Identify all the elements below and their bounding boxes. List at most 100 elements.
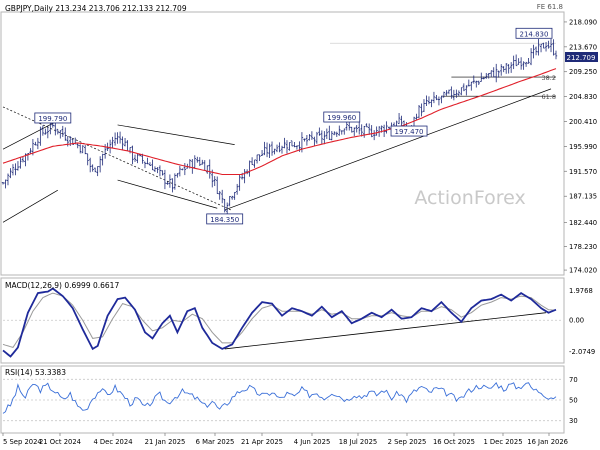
ohlc-bar [517, 58, 520, 65]
ohlc-bar [455, 89, 458, 98]
ohlc-bar [519, 57, 523, 70]
ohlc-bar [427, 96, 431, 105]
ohlc-bar [158, 165, 162, 177]
price-annotation: 199.960 [323, 111, 361, 123]
xtick-label: 4 Dec 2024 [93, 438, 132, 446]
ohlc-bar [153, 166, 157, 172]
fib-level-label: 61.8 [542, 93, 556, 101]
ohlc-bar [46, 126, 50, 139]
price-annotations: 199.790 184.350 199.960 197.470 214.830 [34, 27, 553, 225]
ohlc-bar [539, 43, 543, 53]
ohlc-bar [477, 80, 480, 86]
fib-level-label: 38.2 [542, 74, 556, 82]
ohlc-bar [452, 89, 456, 101]
ohlc-bar [163, 169, 167, 190]
ohlc-bar [323, 131, 326, 145]
ohlc-bar [507, 64, 510, 74]
ohlc-bar [490, 70, 493, 77]
watermark: ActionForex [414, 187, 525, 209]
ohlc-bar [228, 195, 231, 207]
ohlc-bar [318, 127, 321, 136]
ohlc-bar [420, 103, 423, 117]
ohlc-bar [415, 113, 418, 121]
ohlc-bar [534, 46, 538, 56]
ohlc-bar [91, 164, 94, 172]
xtick-label: 21 Jan 2025 [145, 438, 186, 446]
ohlc-bar [345, 121, 348, 131]
ohlc-bar [514, 54, 518, 67]
ohlc-bar [64, 127, 67, 141]
ohlc-bar [76, 142, 79, 149]
long-rising-support [224, 88, 552, 211]
annotation-box [323, 111, 361, 123]
ohlc-bar [465, 85, 468, 96]
ohlc-bar [542, 42, 545, 49]
ohlc-bar [161, 170, 164, 176]
ohlc-bar [260, 149, 264, 157]
ohlc-bar [59, 130, 62, 139]
ohlc-bar [36, 137, 40, 150]
ohlc-bar [430, 99, 433, 108]
price-annotation: 184.350 [206, 213, 244, 225]
ohlc-bar [198, 157, 201, 167]
ohlc-bar [6, 173, 10, 186]
ohlc-bar [238, 174, 241, 191]
price-annotation: 199.790 [34, 112, 72, 124]
ohlc-bar [497, 70, 500, 78]
macd-signal-line [2, 292, 557, 348]
ohlc-bar [367, 123, 371, 135]
ohlc-bar [283, 137, 286, 149]
ohlc-bar [422, 99, 426, 112]
ohlc-bar [116, 132, 119, 144]
ohlc-bar [492, 67, 495, 78]
ohlc-bar [328, 125, 331, 140]
annotation-label: 214.830 [520, 30, 549, 38]
ohlc-bar [253, 159, 256, 168]
ohlc-bar [61, 125, 64, 137]
ohlc-bar [44, 128, 47, 135]
price-panel-frame [0, 11, 565, 276]
ohlc-bar [206, 165, 209, 174]
annotation-box [390, 125, 428, 137]
xtick-label: 1 Dec 2025 [483, 438, 522, 446]
ohlc-bar [196, 156, 199, 163]
macd-title: MACD(12,26,9) 0.6999 0.6617 [5, 281, 119, 290]
ohlc-bar [442, 91, 446, 98]
ohlc-bar [41, 125, 45, 136]
ohlc-bar [143, 161, 147, 169]
ohlc-bar [320, 130, 324, 144]
ohlc-bar [532, 44, 535, 59]
ohlc-bar [16, 161, 20, 171]
price-ytick-label: 187.135 [569, 193, 597, 201]
ohlc-bar [275, 144, 279, 153]
ohlc-bar [308, 134, 311, 141]
ohlc-bar [537, 39, 540, 56]
ohlc-bar [11, 164, 15, 176]
xtick-label: 2 Sep 2025 [388, 438, 427, 446]
macd-ytick-label: 1.9768 [569, 287, 593, 295]
ohlc-bar [437, 96, 441, 106]
ohlc-bar [118, 131, 122, 144]
ohlc-bar [278, 142, 281, 153]
rsi-ytick-label: 30 [569, 417, 578, 425]
ohlc-bar [148, 162, 152, 166]
ohlc-bar [171, 178, 174, 193]
price-ytick-label: 209.250 [569, 68, 597, 76]
xtick-label: 18 Jul 2025 [339, 438, 377, 446]
ohlc-bar [131, 145, 134, 165]
ohlc-bar [123, 137, 127, 147]
price-ytick-label: 178.230 [569, 243, 597, 251]
trendline-drawings [2, 88, 552, 350]
ohlc-bar [230, 195, 234, 200]
ohlc-bar [362, 125, 366, 138]
ohlc-bar [425, 95, 428, 107]
ohlc-bar [333, 131, 336, 136]
ohlc-bar [255, 154, 259, 164]
dashed-falling-line [2, 106, 233, 211]
ohlc-bar [325, 128, 329, 139]
ohlc-bar [201, 159, 204, 165]
price-ytick-label: 218.090 [569, 18, 597, 26]
ohlc-bar [499, 64, 503, 76]
ohlc-bar [111, 136, 114, 149]
